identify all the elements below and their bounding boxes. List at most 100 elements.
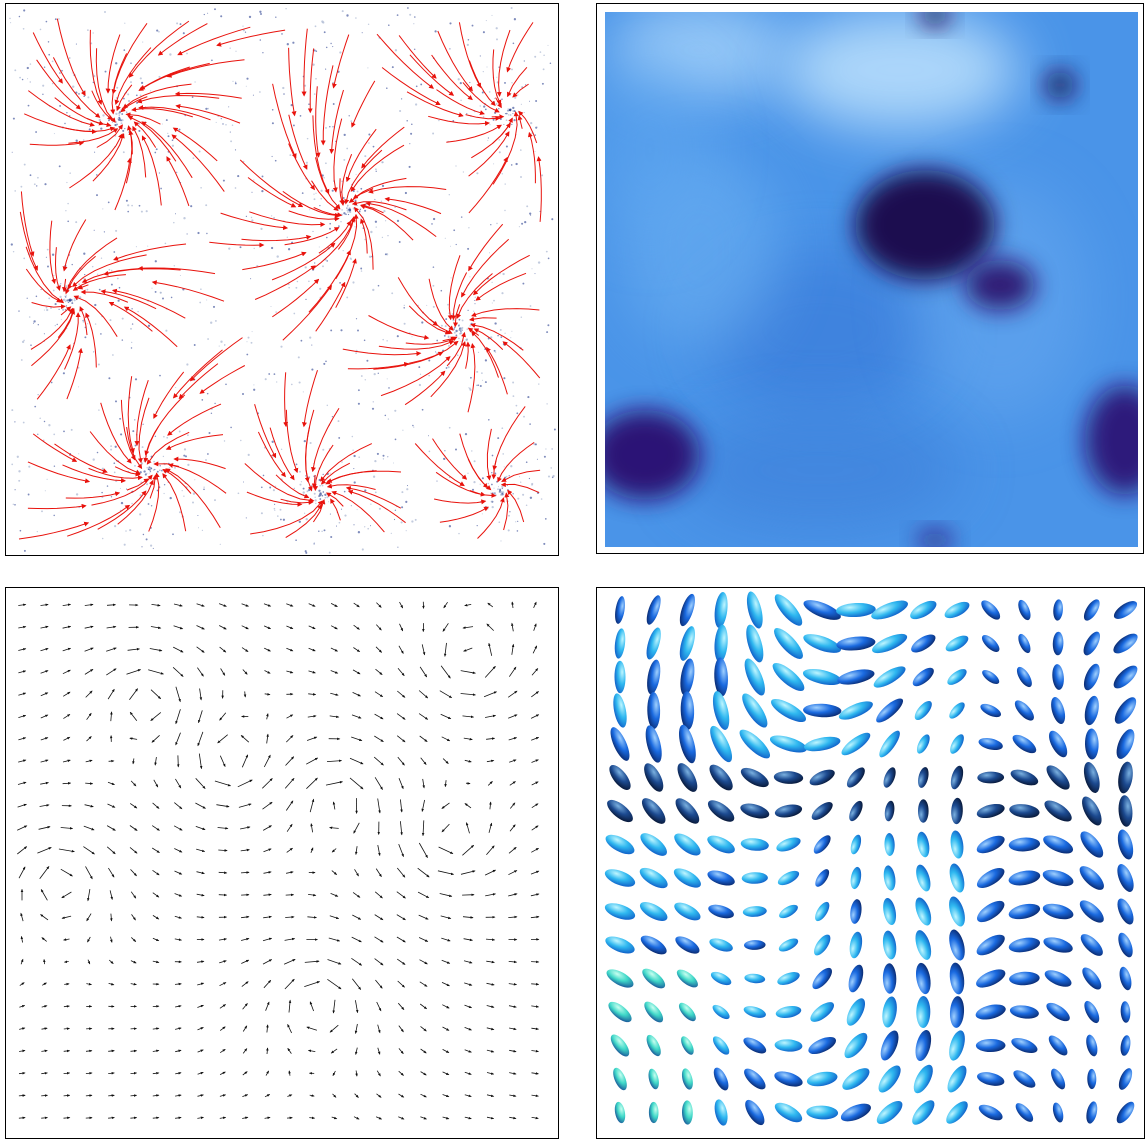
particle — [320, 189, 323, 192]
particle — [98, 118, 101, 122]
particle — [240, 439, 242, 442]
particle — [296, 280, 299, 283]
streamline — [271, 242, 336, 281]
vector-arrow — [329, 826, 339, 830]
particle — [309, 209, 311, 211]
vector-arrow — [509, 1094, 517, 1098]
particle — [414, 518, 417, 521]
particle — [167, 132, 169, 135]
particle — [323, 362, 326, 365]
vector-arrow — [444, 780, 447, 788]
vector-arrow — [330, 603, 338, 607]
streamline — [331, 490, 385, 533]
particle — [18, 479, 21, 482]
ellipsoid — [806, 1071, 838, 1087]
ellipsoid — [1008, 937, 1041, 953]
particle — [360, 267, 363, 270]
particle — [535, 100, 538, 102]
particle — [262, 474, 265, 477]
particle — [154, 151, 157, 154]
particle — [458, 337, 460, 340]
particle — [43, 309, 45, 311]
vector-arrow — [419, 735, 428, 742]
particle — [108, 119, 110, 122]
particle — [325, 162, 327, 165]
particle — [491, 492, 494, 495]
vector-arrow — [286, 603, 294, 607]
particle — [115, 121, 118, 123]
vector-arrow — [130, 869, 137, 877]
vector-arrow — [398, 1093, 405, 1098]
particle — [129, 528, 132, 532]
particle — [20, 185, 23, 188]
streamline — [311, 408, 340, 473]
vector-arrow — [332, 1070, 336, 1077]
particle — [485, 505, 487, 508]
particle — [409, 143, 411, 145]
particle — [325, 68, 327, 70]
streamline — [69, 133, 123, 189]
vector-arrow — [353, 647, 361, 653]
particle — [270, 215, 273, 217]
particle — [488, 91, 491, 93]
ellipsoid — [1118, 761, 1133, 794]
particle — [473, 310, 475, 312]
particle — [458, 324, 460, 327]
particle — [445, 318, 448, 321]
ellipsoid — [610, 727, 630, 761]
particle — [119, 487, 121, 489]
vector-arrow — [330, 647, 339, 652]
particle — [39, 417, 41, 420]
particle — [481, 91, 484, 94]
particle — [466, 328, 469, 330]
ellipsoid — [975, 1038, 1006, 1053]
particle — [434, 30, 437, 33]
particle — [494, 492, 496, 494]
vector-arrow — [265, 1001, 270, 1011]
vector-arrow — [63, 960, 69, 964]
particle — [513, 118, 516, 122]
ellipsoid — [1048, 1035, 1068, 1056]
vector-arrow — [196, 848, 206, 853]
particle — [364, 155, 367, 158]
particle — [205, 107, 208, 110]
ellipsoid — [610, 1034, 630, 1057]
vector-arrow — [129, 711, 138, 721]
particle — [139, 94, 142, 97]
particle — [315, 50, 318, 52]
particle — [47, 41, 50, 43]
vector-arrow — [330, 670, 339, 674]
particle — [156, 470, 159, 473]
particle — [61, 69, 63, 72]
particle — [479, 105, 481, 107]
streamline — [122, 83, 192, 109]
particle — [53, 133, 55, 135]
particle — [114, 400, 118, 403]
particle — [510, 465, 513, 468]
streamline — [157, 23, 208, 56]
vector-arrow — [86, 712, 92, 720]
particle — [121, 108, 123, 110]
vector-arrow — [62, 691, 71, 697]
vector-arrow — [443, 642, 447, 657]
particle — [487, 139, 489, 141]
streamline — [167, 403, 222, 436]
streamline — [68, 128, 119, 144]
particle — [421, 408, 424, 411]
particle — [214, 499, 216, 502]
ellipsoid — [1048, 730, 1068, 758]
vector-arrow — [19, 1027, 26, 1030]
particle — [505, 475, 508, 478]
vector-arrow — [531, 759, 539, 763]
vector-arrow — [396, 735, 406, 743]
particle — [413, 16, 416, 18]
ellipsoid — [680, 691, 695, 730]
particle — [171, 144, 175, 147]
vector-arrow — [106, 647, 117, 652]
particle — [449, 48, 451, 50]
vector-arrow — [219, 712, 227, 721]
vector-arrow — [18, 737, 27, 741]
streamline — [404, 370, 446, 406]
particle — [88, 128, 91, 131]
vector-arrow — [419, 1003, 428, 1010]
